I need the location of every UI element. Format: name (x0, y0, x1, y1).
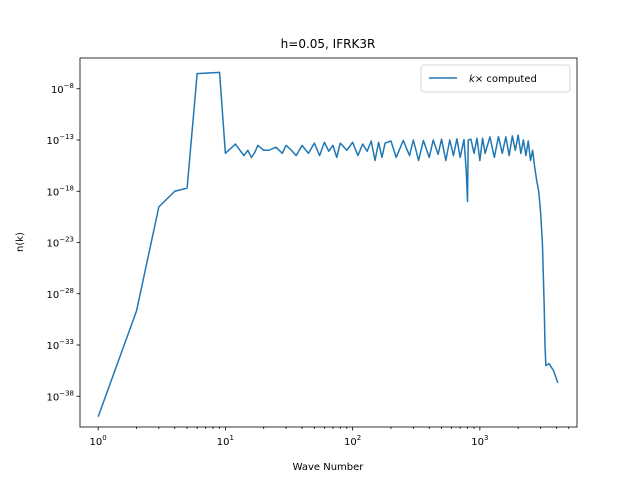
y-tick-exponent: −18 (59, 184, 74, 192)
x-tick-exponent: 3 (484, 434, 488, 442)
x-tick-exponent: 0 (102, 434, 106, 442)
y-tick-label: 10−23 (46, 236, 74, 250)
y-tick-label: 10−33 (46, 338, 74, 352)
y-tick-label: 10−28 (46, 287, 74, 301)
y-tick-label: 10−18 (46, 184, 74, 198)
y-tick-base: 10 (46, 136, 59, 147)
x-tick-label: 102 (344, 434, 361, 448)
x-tick-base: 10 (90, 437, 103, 448)
x-tick-label: 101 (217, 434, 234, 448)
x-tick-exponent: 1 (230, 434, 234, 442)
y-tick-base: 10 (46, 392, 59, 403)
x-tick-label: 103 (471, 434, 488, 448)
y-axis-label: n(k) (15, 232, 26, 252)
x-tick-base: 10 (471, 437, 484, 448)
x-tick-label: 100 (90, 434, 107, 448)
x-tick-base: 10 (344, 437, 357, 448)
series-line (97, 71, 559, 418)
legend-entry-math: k (469, 74, 476, 85)
y-tick-label: 10−13 (46, 133, 74, 147)
y-tick-exponent: −23 (59, 236, 74, 244)
x-axis-label: Wave Number (293, 462, 365, 473)
y-tick-exponent: −28 (59, 287, 74, 295)
legend: k× computed (420, 64, 571, 93)
y-tick-base: 10 (46, 239, 59, 250)
plot-frame (79, 57, 578, 428)
y-tick-base: 10 (46, 290, 59, 301)
legend-entry-operator: × (475, 74, 483, 85)
y-tick-base: 10 (51, 85, 64, 96)
x-tick-base: 10 (217, 437, 230, 448)
y-tick-base: 10 (46, 341, 59, 352)
chart-title: h=0.05, IFRK3R (281, 37, 376, 51)
y-tick-exponent: −13 (59, 133, 74, 141)
plot-area (80, 58, 577, 427)
legend-box (420, 64, 571, 93)
y-tick-exponent: −33 (59, 338, 74, 346)
y-tick-exponent: −8 (64, 82, 74, 90)
y-tick-label: 10−38 (46, 389, 74, 403)
legend-entry-text: computed (483, 74, 537, 85)
y-tick-label: 10−8 (51, 82, 74, 96)
y-tick-exponent: −38 (59, 389, 74, 397)
y-tick-base: 10 (46, 187, 59, 198)
x-tick-exponent: 2 (357, 434, 361, 442)
legend-entry: k× computed (469, 74, 537, 85)
